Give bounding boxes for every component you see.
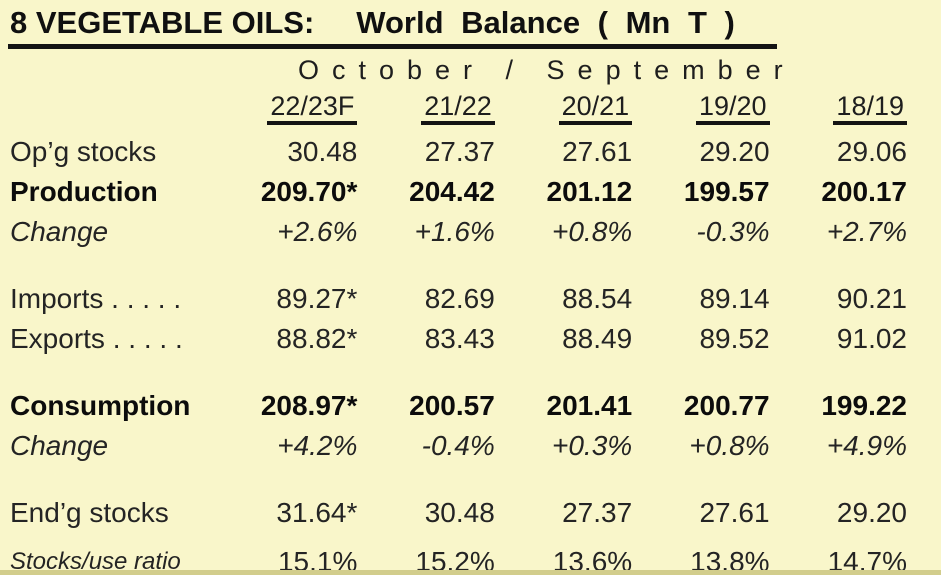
cell-value: 27.37 <box>562 497 633 528</box>
cell-value: +2.7% <box>826 216 907 247</box>
cell-value: 13.8% <box>690 546 770 575</box>
cell-value: 27.37 <box>424 136 495 167</box>
cell-value: 88.82* <box>276 323 358 354</box>
balance-table: 22/23F 21/22 20/21 19/20 18/19 Op’g stocks 3… <box>8 89 933 575</box>
cell-value: 200.77 <box>683 390 770 421</box>
cell-value: 201.41 <box>546 390 633 421</box>
table-row: Change +2.6% +1.6% +0.8% -0.3% +2.7% <box>8 212 933 252</box>
column-header-label: 21/22 <box>421 91 495 125</box>
row-label: End’g stocks <box>10 497 169 528</box>
cell-value: 89.27* <box>276 283 358 314</box>
cell-value: 27.61 <box>699 497 770 528</box>
table-row: Change +4.2% -0.4% +0.3% +0.8% +4.9% <box>8 426 933 466</box>
cell-value: 27.61 <box>562 136 633 167</box>
cell-value: +0.8% <box>552 216 633 247</box>
row-label: Imports . . . . . <box>10 283 182 314</box>
row-label: Stocks/use ratio <box>10 548 181 575</box>
page-title: 8 VEGETABLE OILS: World Balance ( Mn T ) <box>8 5 933 49</box>
cell-value: +1.6% <box>414 216 495 247</box>
cell-value: 89.14 <box>699 283 770 314</box>
cell-value: 200.17 <box>821 176 907 207</box>
cell-value: 88.49 <box>562 323 633 354</box>
table-row: Consumption 208.97* 200.57 201.41 200.77 199… <box>8 359 933 426</box>
column-header-label: 19/20 <box>695 91 770 125</box>
cell-value: 13.6% <box>552 546 633 575</box>
cell-value: 31.64* <box>276 497 358 528</box>
cell-value: 29.20 <box>836 497 907 528</box>
row-label-header <box>8 89 246 132</box>
title-subject: World Balance ( Mn T ) <box>356 5 735 40</box>
table-row: Production 209.70* 204.42 201.12 199.57 200.… <box>8 172 933 212</box>
cell-value: 199.22 <box>821 390 907 421</box>
title-commodity: 8 VEGETABLE OILS: <box>10 5 315 40</box>
cell-value: 30.48 <box>287 136 358 167</box>
cell-value: 89.52 <box>699 323 770 354</box>
table-row: Imports . . . . . 89.27* 82.69 88.54 89.14 9… <box>8 252 933 319</box>
row-label: Change <box>10 216 109 247</box>
table-row: Stocks/use ratio 15.1% 15.2% 13.6% 13.8% 14.… <box>8 533 933 575</box>
cell-value: +4.2% <box>277 430 358 461</box>
column-header: 19/20 <box>658 89 795 132</box>
table-row: End’g stocks 31.64* 30.48 27.37 27.61 29.20 <box>8 466 933 533</box>
title-underline: 8 VEGETABLE OILS: World Balance ( Mn T ) <box>8 5 777 49</box>
cell-value: 15.1% <box>277 546 358 575</box>
cell-value: +2.6% <box>277 216 358 247</box>
cell-value: 15.2% <box>415 546 495 575</box>
cell-value: 209.70* <box>260 176 358 207</box>
column-header: 21/22 <box>383 89 520 132</box>
cell-value: +0.8% <box>689 430 770 461</box>
cell-value: 29.20 <box>699 136 770 167</box>
cell-value: 199.57 <box>683 176 770 207</box>
cell-value: 90.21 <box>836 283 907 314</box>
cell-value: 204.42 <box>409 176 495 207</box>
cell-value: 208.97* <box>260 390 358 421</box>
column-header: 18/19 <box>796 89 933 132</box>
column-header-row: 22/23F 21/22 20/21 19/20 18/19 <box>8 89 933 132</box>
row-label: Op’g stocks <box>10 136 157 167</box>
column-header-label: 20/21 <box>558 91 633 125</box>
table-row: Exports . . . . . 88.82* 83.43 88.49 89.52 9… <box>8 319 933 359</box>
cell-value: -0.3% <box>696 216 770 247</box>
cell-value: 88.54 <box>562 283 633 314</box>
cell-value: +0.3% <box>552 430 633 461</box>
row-label: Change <box>10 430 109 461</box>
cell-value: 14.7% <box>827 546 907 575</box>
row-label: Consumption <box>10 390 191 421</box>
cell-value: -0.4% <box>421 430 495 461</box>
column-header: 20/21 <box>521 89 658 132</box>
cell-value: 91.02 <box>836 323 907 354</box>
table-row: Op’g stocks 30.48 27.37 27.61 29.20 29.06 <box>8 132 933 172</box>
table-body: Op’g stocks 30.48 27.37 27.61 29.20 29.06 Pr… <box>8 132 933 575</box>
cell-value: 83.43 <box>424 323 495 354</box>
cell-value: 82.69 <box>424 283 495 314</box>
season-header: October / September <box>298 55 796 85</box>
column-header-label: 18/19 <box>833 91 907 125</box>
column-header-label: 22/23F <box>267 91 358 125</box>
cell-value: 30.48 <box>424 497 495 528</box>
row-label: Production <box>10 176 158 207</box>
column-header: 22/23F <box>246 89 383 132</box>
cell-value: 200.57 <box>409 390 495 421</box>
bottom-rule <box>0 570 941 575</box>
row-label: Exports . . . . . <box>10 323 183 354</box>
cell-value: 29.06 <box>836 136 907 167</box>
cell-value: 201.12 <box>546 176 633 207</box>
cell-value: +4.9% <box>826 430 907 461</box>
